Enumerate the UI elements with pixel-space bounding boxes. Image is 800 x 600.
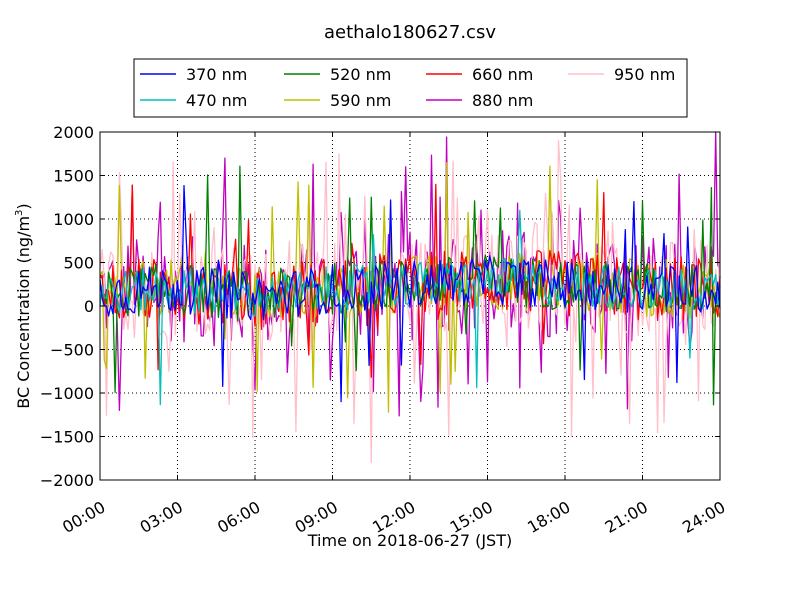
y-tick-label: 1500: [53, 167, 94, 186]
y-tick-label: 500: [63, 254, 94, 273]
x-tick-label: 18:00: [524, 497, 573, 537]
legend-label: 950 nm: [614, 65, 675, 84]
y-tick-label: −500: [50, 341, 94, 360]
y-axis-label-end: ): [14, 203, 33, 209]
y-tick-label: −1500: [40, 428, 94, 447]
svg-text:BC Concentration (ng/m3): BC Concentration (ng/m3): [14, 203, 33, 408]
y-tick-label: −2000: [40, 471, 94, 490]
x-tick-label: 03:00: [137, 497, 186, 537]
legend-label: 370 nm: [186, 65, 247, 84]
y-axis-label-main: BC Concentration (ng/m: [14, 216, 33, 409]
x-tick-label: 24:00: [679, 497, 728, 537]
x-tick-label: 00:00: [59, 497, 108, 537]
x-tick-label: 21:00: [602, 497, 651, 537]
legend-label: 660 nm: [472, 65, 533, 84]
y-axis-label: BC Concentration (ng/m3): [14, 203, 33, 408]
legend-label: 520 nm: [330, 65, 391, 84]
legend-label: 880 nm: [472, 91, 533, 110]
y-tick-label: 1000: [53, 210, 94, 229]
y-tick-labels: 2000 1500 1000 500 0 −500 −1000 −1500 −2000: [40, 123, 94, 490]
x-axis-label: Time on 2018-06-27 (JST): [307, 531, 512, 550]
legend-label: 470 nm: [186, 91, 247, 110]
y-tick-label: 0: [84, 297, 94, 316]
x-tick-label: 06:00: [214, 497, 263, 537]
y-tick-label: 2000: [53, 123, 94, 142]
y-tick-label: −1000: [40, 384, 94, 403]
chart-title: aethalo180627.csv: [324, 22, 496, 43]
chart: aethalo180627.csv 00:00 03:00 06:00 09:00 12…: [0, 0, 800, 600]
legend-label: 590 nm: [330, 91, 391, 110]
plot-area: [100, 132, 720, 480]
legend: 370 nm 470 nm 520 nm 590 nm 660 nm 880 nm 950 …: [134, 59, 687, 117]
